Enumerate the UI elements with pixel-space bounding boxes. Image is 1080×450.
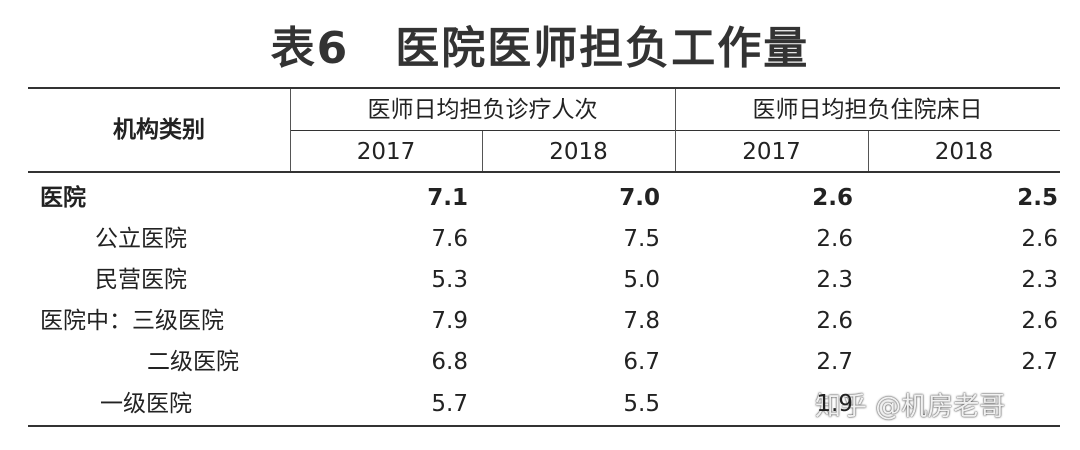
row-label: 医院: [40, 185, 86, 211]
cell-value: 2.6: [816, 308, 853, 334]
cell-value: 6.8: [431, 349, 468, 375]
header-group: 医师日均担负住院床日: [752, 97, 983, 123]
cell-value: 7.8: [623, 308, 660, 334]
cell-value: 2.3: [816, 267, 853, 293]
cell-value: 2.5: [1017, 185, 1058, 211]
divider: [290, 89, 291, 171]
cell-value: 5.7: [431, 391, 468, 417]
header-year: 2017: [356, 139, 416, 165]
cell-value: 2.7: [1021, 349, 1058, 375]
cell-value: 1.9: [816, 391, 853, 417]
title: 表6 医院医师担负工作量: [270, 23, 810, 74]
cell-value: 2.7: [816, 349, 853, 375]
divider: [868, 131, 869, 171]
cell-value: 5.0: [623, 267, 660, 293]
rule: [28, 171, 1060, 173]
row-label: 一级医院: [100, 391, 192, 417]
row-label: 二级医院: [147, 349, 239, 375]
cell-value: 2.6: [1021, 308, 1058, 334]
header-group: 医师日均担负诊疗人次: [367, 97, 598, 123]
divider: [675, 89, 676, 171]
row-label: 民营医院: [95, 267, 187, 293]
watermark: 知乎 @机房老哥: [815, 392, 1006, 422]
row-label: 医院中：三级医院: [40, 308, 224, 334]
cell-value: 7.5: [623, 226, 660, 252]
cell-value: 5.3: [431, 267, 468, 293]
header-year: 2017: [742, 139, 801, 165]
row-label: 公立医院: [95, 226, 187, 252]
header-cell: 机构类别: [113, 117, 205, 143]
divider: [482, 131, 483, 171]
cell-value: 2.6: [1021, 226, 1058, 252]
cell-value: 2.6: [812, 185, 853, 211]
cell-value: 2.3: [1021, 267, 1058, 293]
header-year: 2018: [934, 139, 994, 165]
cell-value: 7.0: [619, 185, 660, 211]
rule: [28, 87, 1060, 89]
cell-value: 7.1: [427, 185, 468, 211]
cell-value: 7.6: [431, 226, 468, 252]
header-year: 2018: [549, 139, 608, 165]
cell-value: 6.7: [623, 349, 660, 375]
cell-value: 2.6: [816, 226, 853, 252]
cell-value: 7.9: [431, 308, 468, 334]
cell-value: 5.5: [623, 391, 660, 417]
rule: [28, 425, 1060, 427]
